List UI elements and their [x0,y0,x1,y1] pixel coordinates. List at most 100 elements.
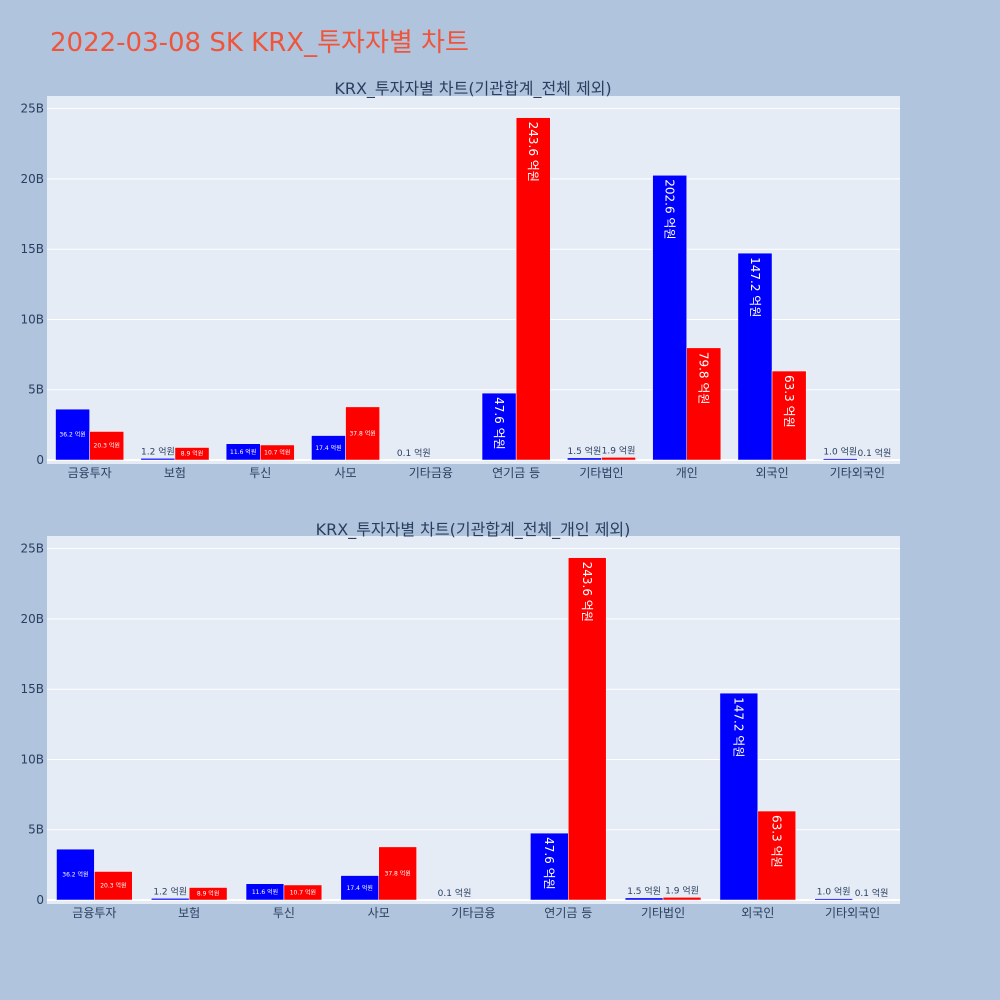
sell-bar [89,431,125,461]
bar-data-label: 37.8 억원 [385,869,411,877]
bar-data-label: 1.9 억원 [602,444,636,456]
chart-panel-1: 0 5B 10B 15B 20B 25B KRX_투자자별 차트(기관합계_전체 제외) 금융… [20,79,900,480]
y-tick-label: 0 [36,453,44,467]
bar-data-label: 147.2 억원 [732,697,746,757]
buy-bar [311,435,346,461]
bar-data-label: 202.6 억원 [662,179,676,239]
bar-data-label: 0.1 억원 [858,447,892,459]
bar-data-label: 243.6 억원 [580,562,594,622]
bar-data-label: 63.3 억원 [782,375,796,428]
y-tick-label: 15B [20,682,44,696]
y-tick-label: 15B [20,242,44,256]
y-tick-label: 10B [20,312,44,326]
sell-bar [757,810,796,901]
sell-bar [345,406,380,461]
bar-data-label: 1.0 억원 [817,886,851,898]
sell-bar [188,887,228,901]
bar-data-label: 79.8 억원 [697,352,711,405]
bar-data-label: 243.6 억원 [526,122,540,182]
bar-data-label: 36.2 억원 [62,871,88,879]
sell-bar [515,117,551,461]
x-tick-label: 기타법인 [641,906,685,920]
bar-data-label: 37.8 억원 [349,429,375,437]
x-tick-label: 기타외국인 [830,466,885,480]
chart-panel-2: 0 5B 10B 15B 20B 25B KRX_투자자별 차트(기관합계_전체_개인 제외… [20,520,900,920]
bar-data-label: 10.7 억원 [264,448,290,456]
x-tick-label: 사모 [335,466,357,480]
sell-bar [771,370,807,461]
bar-data-label: 0.1 억원 [397,447,431,459]
y-tick-label: 20B [20,612,44,626]
page-title: 2022-03-08 SK KRX_투자자별 차트 [50,28,469,58]
x-tick-label: 연기금 등 [492,466,540,480]
bar-data-label: 17.4 억원 [347,884,373,892]
y-tick-label: 10B [20,752,44,766]
buy-bar [624,897,664,901]
buy-bar [340,875,379,901]
bar-data-label: 17.4 억원 [315,444,341,452]
chart-title: KRX_투자자별 차트(기관합계_전체_개인 제외) [316,520,631,540]
x-tick-label: 금융투자 [72,906,116,920]
buy-bar [55,408,90,461]
bar-data-label: 147.2 억원 [748,257,762,317]
sell-bar [260,444,295,461]
sell-bar [283,884,323,901]
buy-bar [151,898,190,901]
buy-bar [652,175,688,461]
x-tick-label: 금융투자 [68,466,112,480]
bar-data-label: 47.6 억원 [542,837,556,890]
bar-data-label: 11.6 억원 [252,888,278,896]
sell-bar [568,557,607,901]
x-tick-label: 기타외국인 [825,906,880,920]
y-tick-label: 5B [28,823,44,837]
x-tick-label: 개인 [676,466,698,480]
x-tick-label: 보험 [178,906,200,920]
y-tick-label: 5B [28,383,44,397]
bar-data-label: 11.6 억원 [230,448,256,456]
y-tick-label: 25B [20,542,44,556]
sell-bar [94,871,133,901]
chart-title: KRX_투자자별 차트(기관합계_전체 제외) [334,79,611,99]
buy-bar [719,692,759,901]
buy-bar [567,457,602,461]
bar-data-label: 20.3 억원 [100,882,126,890]
sell-bar [378,846,417,901]
bar-data-label: 20.3 억원 [94,442,120,450]
x-tick-label: 외국인 [741,906,774,920]
bar-data-label: 63.3 억원 [770,815,784,868]
bar-data-label: 1.9 억원 [665,884,699,896]
y-tick-label: 25B [20,102,44,116]
buy-bar [822,458,858,461]
sell-bar [662,897,702,901]
bar-data-label: 1.2 억원 [153,885,187,897]
x-tick-label: 투신 [249,466,271,480]
bar-data-label: 10.7 억원 [290,888,316,896]
bar-data-label: 47.6 억원 [492,397,506,450]
buy-bar [481,392,517,461]
x-tick-label: 투신 [273,906,295,920]
x-tick-label: 보험 [164,466,186,480]
bar-data-label: 8.9 억원 [197,890,220,898]
bar-data-label: 1.2 억원 [141,445,175,457]
sell-bar [601,457,636,461]
bar-data-label: 1.5 억원 [627,885,661,897]
x-tick-label: 연기금 등 [544,906,592,920]
x-tick-label: 외국인 [755,466,788,480]
buy-bar [140,458,176,461]
y-tick-label: 0 [36,893,44,907]
buy-bar [814,898,853,901]
y-tick-label: 20B [20,172,44,186]
x-tick-label: 사모 [368,906,390,920]
bar-data-label: 36.2 억원 [59,431,85,439]
x-tick-label: 기타금융 [451,906,495,920]
bar-data-label: 8.9 억원 [181,450,204,458]
bar-data-label: 1.0 억원 [823,446,857,458]
bar-data-label: 1.5 억원 [568,445,602,457]
x-tick-label: 기타금융 [409,466,453,480]
x-tick-label: 기타법인 [579,466,623,480]
buy-bar [737,252,773,461]
sell-bar [686,347,722,461]
bar-data-label: 0.1 억원 [438,887,472,899]
bar-data-label: 0.1 억원 [855,887,889,899]
